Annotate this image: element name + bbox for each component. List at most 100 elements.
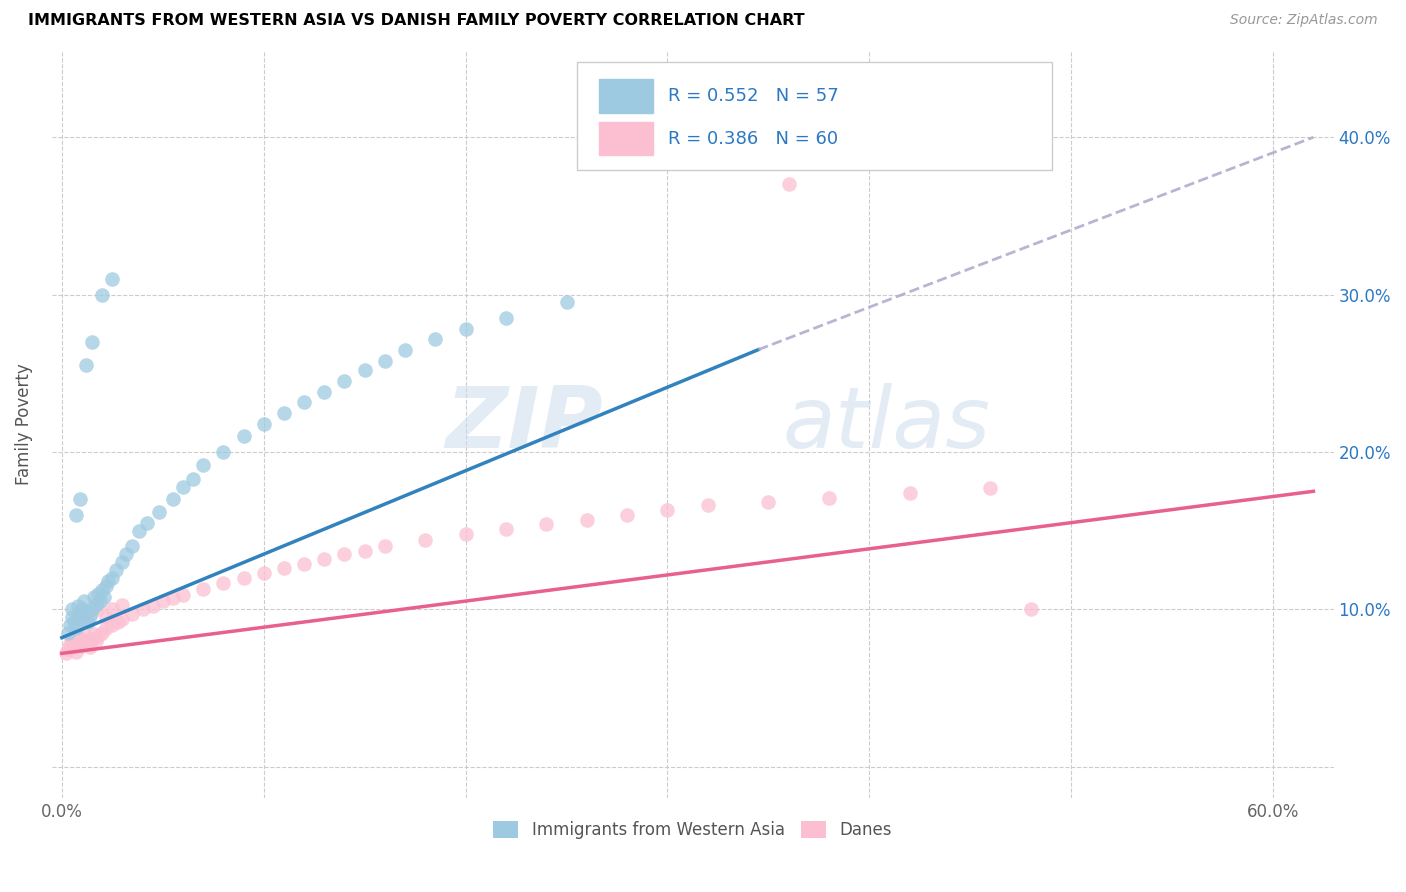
Text: R = 0.386   N = 60: R = 0.386 N = 60 xyxy=(668,130,838,148)
Point xyxy=(172,479,194,493)
Point xyxy=(82,606,104,620)
Point xyxy=(87,629,110,643)
Point xyxy=(616,508,638,522)
Point xyxy=(60,602,83,616)
Point xyxy=(91,626,114,640)
Point xyxy=(70,602,93,616)
Point xyxy=(69,492,91,507)
Point xyxy=(75,359,97,373)
Bar xyxy=(599,79,652,112)
Point xyxy=(314,385,336,400)
Point xyxy=(657,503,679,517)
Point xyxy=(59,618,82,632)
Point xyxy=(65,621,87,635)
Point xyxy=(253,417,276,431)
Point xyxy=(69,631,91,645)
Point xyxy=(273,406,295,420)
Point xyxy=(333,374,356,388)
Point xyxy=(91,583,114,598)
Point xyxy=(70,604,93,618)
Point xyxy=(454,526,477,541)
Text: ZIP: ZIP xyxy=(446,383,603,466)
Point xyxy=(314,552,336,566)
Point xyxy=(59,637,82,651)
Point xyxy=(374,540,396,554)
Point xyxy=(73,594,96,608)
Point xyxy=(97,574,120,588)
Point xyxy=(394,343,416,357)
Point xyxy=(353,544,375,558)
Point xyxy=(65,645,87,659)
Point xyxy=(79,640,101,654)
Point xyxy=(898,486,921,500)
Point xyxy=(66,610,89,624)
Text: R = 0.552   N = 57: R = 0.552 N = 57 xyxy=(668,87,839,105)
Point xyxy=(152,594,174,608)
Point xyxy=(273,561,295,575)
Point xyxy=(495,311,517,326)
Point xyxy=(66,610,89,624)
Point xyxy=(101,272,124,286)
Point xyxy=(55,646,77,660)
Point xyxy=(65,508,87,522)
Point xyxy=(232,571,254,585)
Point xyxy=(374,353,396,368)
Point xyxy=(536,517,558,532)
Point xyxy=(105,563,128,577)
Point xyxy=(778,178,800,192)
Point xyxy=(75,613,97,627)
Point xyxy=(142,599,165,614)
Point xyxy=(131,602,153,616)
Point xyxy=(111,612,134,626)
Point xyxy=(82,334,104,349)
Point xyxy=(111,598,134,612)
Point xyxy=(115,547,138,561)
Point xyxy=(77,615,100,629)
Point xyxy=(63,615,86,629)
Point xyxy=(82,632,104,647)
Point xyxy=(128,524,150,538)
Point xyxy=(60,610,83,624)
Point xyxy=(191,458,214,472)
Point xyxy=(66,599,89,614)
Point xyxy=(73,633,96,648)
Point xyxy=(253,566,276,581)
Point xyxy=(79,608,101,623)
Point xyxy=(89,594,111,608)
Text: atlas: atlas xyxy=(782,383,990,466)
Point xyxy=(292,394,315,409)
Point xyxy=(353,363,375,377)
Point xyxy=(555,295,578,310)
Point xyxy=(83,590,105,604)
Bar xyxy=(599,121,652,155)
Point xyxy=(87,586,110,600)
Point xyxy=(162,591,184,606)
Point xyxy=(232,429,254,443)
Point xyxy=(91,287,114,301)
Point xyxy=(96,579,118,593)
Point xyxy=(101,571,124,585)
Point xyxy=(75,606,97,620)
Point xyxy=(121,607,143,621)
Point xyxy=(181,472,204,486)
Point xyxy=(56,626,79,640)
FancyBboxPatch shape xyxy=(578,62,1052,170)
Point xyxy=(292,557,315,571)
Point xyxy=(575,513,598,527)
Point xyxy=(96,621,118,635)
Point xyxy=(162,492,184,507)
Point xyxy=(84,598,107,612)
Point xyxy=(84,633,107,648)
Point xyxy=(83,627,105,641)
Point xyxy=(212,445,235,459)
Point xyxy=(495,522,517,536)
Point xyxy=(101,602,124,616)
Point xyxy=(413,533,436,547)
Point xyxy=(56,641,79,656)
Point xyxy=(107,615,129,629)
Point xyxy=(425,332,447,346)
Point xyxy=(135,516,157,530)
Point xyxy=(60,633,83,648)
Point xyxy=(148,505,170,519)
Point xyxy=(70,613,93,627)
